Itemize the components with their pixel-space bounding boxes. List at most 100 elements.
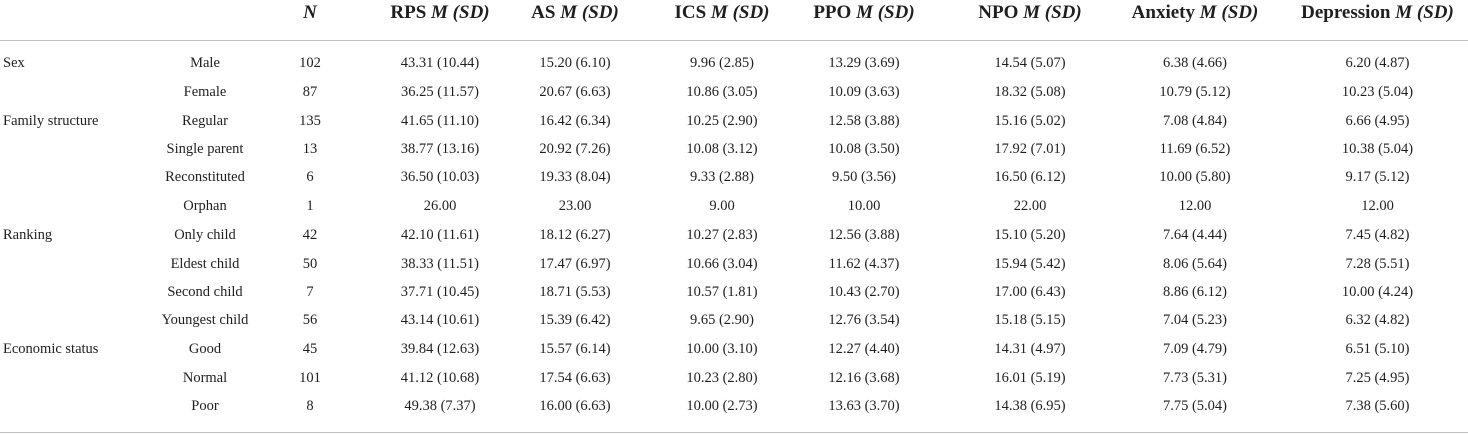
header-anxiety-name: Anxiety <box>1131 2 1195 23</box>
ics-cell: 10.23 (2.80) <box>686 370 758 386</box>
subgroup-label: Reconstituted <box>165 169 245 185</box>
rps-cell: 43.31 (10.44) <box>400 55 480 71</box>
as-cell: 20.67 (6.63) <box>539 84 611 100</box>
n-cell: 87 <box>302 84 318 100</box>
ppo-cell: 12.56 (3.88) <box>828 227 900 243</box>
as-cell: 20.92 (7.26) <box>539 141 611 157</box>
rps-cell: 41.12 (10.68) <box>400 370 480 386</box>
npo-cell: 22.00 <box>1013 198 1047 214</box>
ppo-cell: 13.29 (3.69) <box>828 55 900 71</box>
depression-cell: 6.51 (5.10) <box>1345 341 1410 357</box>
as-cell: 15.20 (6.10) <box>539 55 611 71</box>
npo-cell: 14.54 (5.07) <box>994 55 1066 71</box>
subgroup-label: Female <box>183 84 227 100</box>
ppo-cell: 12.27 (4.40) <box>828 341 900 357</box>
ppo-cell: 13.63 (3.70) <box>828 398 900 414</box>
ppo-cell: 10.00 <box>847 198 881 214</box>
as-cell: 17.54 (6.63) <box>539 370 611 386</box>
header-npo: NPO M (SD) <box>960 0 1100 26</box>
subgroup-label: Only child <box>174 227 236 243</box>
as-cell: 17.47 (6.97) <box>539 256 611 272</box>
rps-cell: 43.14 (10.61) <box>400 312 480 328</box>
table-row: Reconstituted 6 36.50 (10.03) 19.33 (8.0… <box>0 163 1468 191</box>
ics-cell: 9.00 <box>709 198 735 214</box>
table-row: Female 87 36.25 (11.57) 20.67 (6.63) 10.… <box>0 78 1468 106</box>
rps-cell: 39.84 (12.63) <box>400 341 480 357</box>
anxiety-cell: 10.79 (5.12) <box>1159 84 1231 100</box>
header-n: N <box>303 2 317 23</box>
group-label: Sex <box>3 55 25 71</box>
header-ics-name: ICS <box>674 2 707 23</box>
ppo-cell: 11.62 (4.37) <box>828 256 900 272</box>
ics-cell: 10.25 (2.90) <box>686 113 758 129</box>
depression-cell: 6.20 (4.87) <box>1345 55 1410 71</box>
header-ics: ICS M (SD) <box>652 0 792 26</box>
anxiety-cell: 7.64 (4.44) <box>1162 227 1228 243</box>
ppo-cell: 9.50 (3.56) <box>831 169 897 185</box>
ppo-cell: 12.58 (3.88) <box>828 113 900 129</box>
anxiety-cell: 12.00 <box>1178 198 1212 214</box>
ics-cell: 10.00 (2.73) <box>686 398 758 414</box>
as-cell: 19.33 (8.04) <box>539 169 611 185</box>
depression-cell: 12.00 <box>1361 198 1394 214</box>
rps-cell: 36.50 (10.03) <box>400 169 480 185</box>
npo-cell: 14.31 (4.97) <box>994 341 1066 357</box>
anxiety-cell: 6.38 (4.66) <box>1162 55 1228 71</box>
n-cell: 135 <box>299 113 321 129</box>
anxiety-cell: 7.09 (4.79) <box>1162 341 1228 357</box>
header-as-name: AS <box>531 2 556 23</box>
header-ppo: PPO M (SD) <box>790 0 938 26</box>
ppo-cell: 10.08 (3.50) <box>828 141 900 157</box>
npo-cell: 15.10 (5.20) <box>994 227 1066 243</box>
npo-cell: 17.00 (6.43) <box>994 284 1066 300</box>
as-cell: 18.71 (5.53) <box>539 284 611 300</box>
depression-cell: 7.28 (5.51) <box>1345 256 1410 272</box>
header-as: AS M (SD) <box>500 0 650 26</box>
rps-cell: 41.65 (11.10) <box>401 113 479 129</box>
npo-cell: 14.38 (6.95) <box>994 398 1066 414</box>
header-depression-stat: M (SD) <box>1395 2 1454 23</box>
npo-cell: 15.16 (5.02) <box>994 113 1066 129</box>
as-cell: 15.57 (6.14) <box>539 341 611 357</box>
n-cell: 45 <box>302 341 318 357</box>
header-rps-name: RPS <box>390 2 427 23</box>
table-row: Family structure Regular 135 41.65 (11.1… <box>0 107 1468 135</box>
header-ics-stat: M (SD) <box>710 2 770 23</box>
n-cell: 1 <box>306 198 314 214</box>
as-cell: 16.00 (6.63) <box>539 398 611 414</box>
ppo-cell: 12.16 (3.68) <box>828 370 900 386</box>
npo-cell: 15.18 (5.15) <box>994 312 1066 328</box>
rps-cell: 36.25 (11.57) <box>401 84 479 100</box>
depression-cell: 6.32 (4.82) <box>1345 312 1410 328</box>
ics-cell: 9.65 (2.90) <box>689 312 755 328</box>
depression-cell: 9.17 (5.12) <box>1345 169 1410 185</box>
subgroup-label: Orphan <box>183 198 227 214</box>
table-row: Economic status Good 45 39.84 (12.63) 15… <box>0 335 1468 363</box>
depression-cell: 10.00 (4.24) <box>1341 284 1414 300</box>
table-row: Eldest child 50 38.33 (11.51) 17.47 (6.9… <box>0 250 1468 278</box>
header-rule <box>0 40 1468 41</box>
anxiety-cell: 11.69 (6.52) <box>1159 141 1231 157</box>
n-cell: 101 <box>299 370 321 386</box>
header-depression: Depression M (SD) <box>1295 0 1460 26</box>
rps-cell: 38.77 (13.16) <box>400 141 480 157</box>
header-ppo-name: PPO <box>813 2 852 23</box>
ics-cell: 10.27 (2.83) <box>686 227 758 243</box>
group-label: Economic status <box>3 341 99 357</box>
subgroup-label: Male <box>190 55 220 71</box>
anxiety-cell: 7.73 (5.31) <box>1162 370 1228 386</box>
n-cell: 13 <box>302 141 318 157</box>
npo-cell: 15.94 (5.42) <box>994 256 1066 272</box>
header-rps: RPS M (SD) <box>370 0 510 26</box>
ppo-cell: 10.43 (2.70) <box>828 284 900 300</box>
n-cell: 7 <box>306 284 314 300</box>
anxiety-cell: 7.04 (5.23) <box>1162 312 1228 328</box>
depression-cell: 6.66 (4.95) <box>1345 113 1410 129</box>
table-bottom-rule <box>0 432 1468 433</box>
npo-cell: 16.50 (6.12) <box>994 169 1066 185</box>
header-anxiety-stat: M (SD) <box>1199 2 1259 23</box>
subgroup-label: Second child <box>167 284 243 300</box>
header-depression-name: Depression <box>1301 2 1391 23</box>
ics-cell: 9.96 (2.85) <box>689 55 755 71</box>
header-as-stat: M (SD) <box>560 2 619 23</box>
